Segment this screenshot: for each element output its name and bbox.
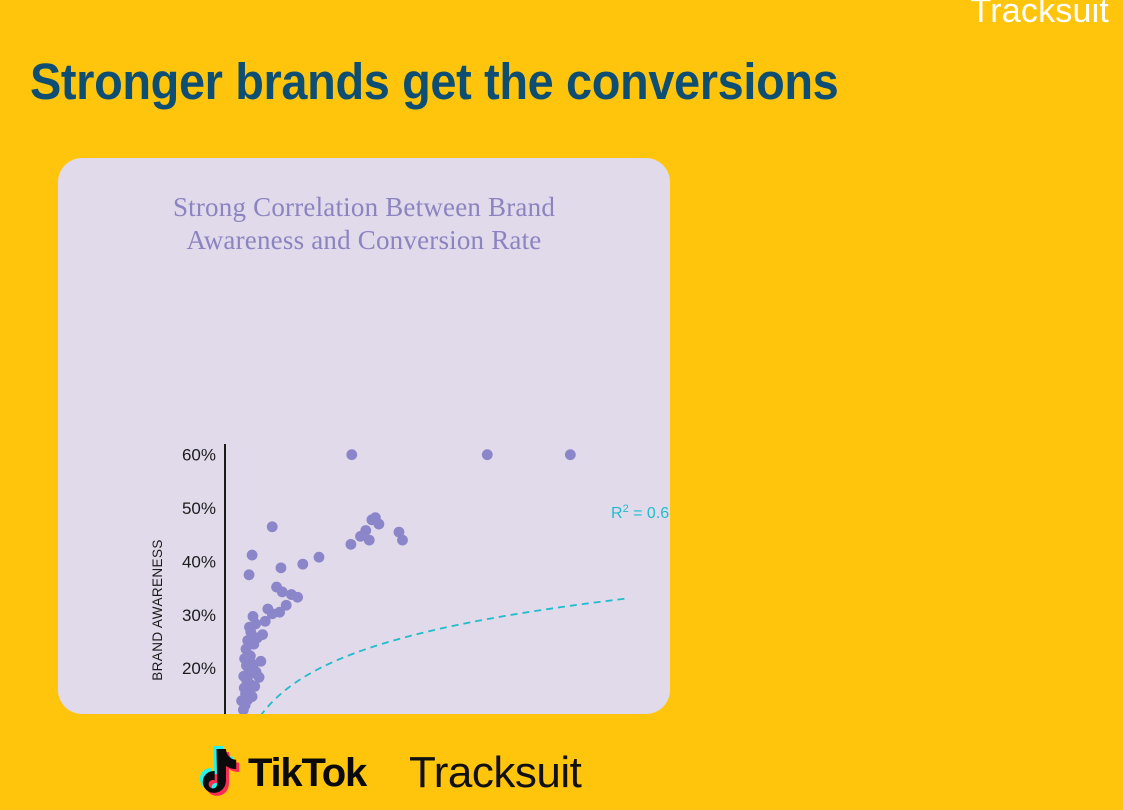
scatter-point [397, 534, 408, 546]
scatter-plot-svg: 0%10%20%30%40%50%60% .001.002.003.004.00… [150, 444, 670, 714]
scatter-points [236, 449, 576, 714]
scatter-point [274, 606, 286, 618]
chart-title-line-2: Awareness and Conversion Rate [186, 225, 542, 256]
scatter-point [255, 655, 267, 667]
scatter-point [266, 521, 278, 533]
scatter-point [313, 551, 325, 563]
footer-logo-row: TikTok Tracksuit [0, 736, 1123, 810]
scatter-point [292, 591, 303, 603]
page-title: Stronger brands get the conversions [30, 53, 839, 110]
chart-card: Strong Correlation Between Brand Awarene… [58, 158, 670, 714]
tiktok-note-icon [199, 746, 240, 796]
tracksuit-wordmark-footer: Tracksuit [409, 748, 582, 797]
scatter-point [275, 562, 287, 574]
r-squared-annotation: R2 = 0.68 [611, 503, 670, 522]
y-axis-tick-label: 20% [182, 659, 216, 678]
scatter-point [246, 549, 258, 561]
y-axis-tick-label: 60% [182, 446, 216, 465]
y-axis-tick-label: 50% [182, 499, 216, 518]
scatter-point [242, 635, 254, 646]
scatter-point [247, 611, 259, 622]
scatter-point [243, 569, 255, 581]
scatter-point [253, 671, 265, 683]
scatter-point [564, 449, 576, 461]
y-axis-tick-label: 30% [182, 606, 216, 625]
scatter-point [360, 525, 372, 536]
scatter-point [257, 629, 268, 640]
trendline [260, 597, 630, 714]
scatter-point [363, 534, 375, 546]
scatter-point [259, 615, 271, 627]
scatter-point [280, 599, 292, 611]
scatter-point [262, 603, 274, 615]
scatter-point [240, 643, 252, 655]
tiktok-wordmark: TikTok [248, 751, 367, 795]
scatter-plot: 0%10%20%30%40%50%60% .001.002.003.004.00… [58, 158, 670, 714]
brand-wordmark-top-right: Tracksuit [970, 0, 1109, 30]
scatter-point [249, 680, 261, 692]
scatter-point [373, 518, 385, 530]
scatter-point [346, 449, 358, 461]
chart-title: Strong Correlation Between Brand Awarene… [58, 191, 670, 257]
y-axis-label: BRAND AWARENESS [150, 539, 165, 681]
scatter-point [297, 558, 309, 570]
scatter-point [246, 691, 258, 702]
y-axis-tick-label: 40% [182, 552, 216, 571]
y-axis-tick-label: 10% [182, 713, 216, 714]
y-axis-tick-labels: 0%10%20%30%40%50%60% [182, 446, 216, 714]
tiktok-logo: TikTok [186, 736, 367, 810]
scatter-point [481, 449, 493, 461]
scatter-point [345, 538, 357, 550]
chart-title-line-1: Strong Correlation Between Brand [172, 192, 556, 222]
scatter-point [271, 581, 282, 593]
